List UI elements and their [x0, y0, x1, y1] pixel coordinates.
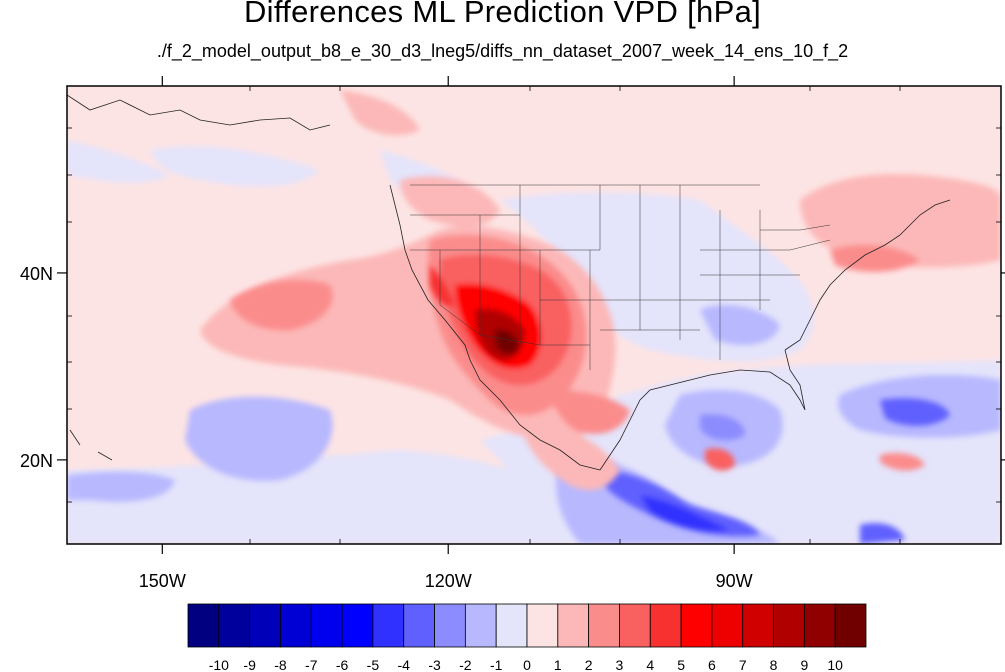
colorbar-label: 7 — [739, 657, 747, 672]
colorbar-swatch — [773, 603, 805, 648]
colorbar-label: -1 — [490, 657, 503, 672]
lon-label: 120W — [425, 571, 472, 591]
colorbar-swatch — [557, 603, 590, 648]
colorbar-label: -9 — [243, 657, 256, 672]
colorbar-swatch — [834, 603, 867, 648]
colorbar-swatch — [619, 603, 651, 648]
colorbar-label: 3 — [616, 657, 624, 672]
colorbar-label: 6 — [708, 657, 716, 672]
colorbar-label: -4 — [398, 657, 411, 672]
colorbar-label: 1 — [554, 657, 562, 672]
colorbar-label: -7 — [305, 657, 318, 672]
lat-label: 40N — [20, 264, 53, 284]
colorbar-swatch — [649, 603, 682, 648]
colorbar-label: -10 — [209, 657, 229, 672]
colorbar-swatch — [372, 603, 405, 648]
map-subtitle: ./f_2_model_output_b8_e_30_d3_lneg5/diff… — [156, 41, 849, 61]
colorbar-swatch — [711, 603, 744, 648]
colorbar-label: -3 — [428, 657, 441, 672]
inner-ticks — [67, 86, 1001, 544]
colorbar-swatch — [249, 603, 281, 648]
colorbar-swatch — [280, 603, 312, 648]
lon-label: 90W — [716, 571, 753, 591]
colorbar-swatch — [310, 603, 343, 648]
colorbar-label: -2 — [459, 657, 472, 672]
colorbar-label: 4 — [646, 657, 654, 672]
map-frame — [66, 85, 1002, 545]
axis-labels: 40N 20N 150W 120W 90W — [20, 76, 1005, 591]
negative-field-strong — [600, 398, 950, 544]
colorbar-label: 8 — [770, 657, 778, 672]
colorbar-label: -6 — [336, 657, 349, 672]
map-plot-area — [67, 86, 1001, 544]
state-borders — [410, 184, 831, 370]
colorbar-label: 9 — [800, 657, 808, 672]
colorbar-label: -8 — [274, 657, 287, 672]
coastlines — [67, 94, 951, 471]
colorbar-label: 0 — [523, 657, 531, 672]
colorbar-label: -5 — [367, 657, 380, 672]
colorbar-swatch — [403, 603, 435, 648]
colorbar-swatch — [803, 603, 836, 648]
colorbar-label: 2 — [585, 657, 593, 672]
colorbar-swatch — [495, 603, 528, 648]
colorbar-swatch — [680, 603, 713, 648]
lon-label: 150W — [139, 571, 186, 591]
map-title: Differences ML Prediction VPD [hPa] — [243, 0, 762, 29]
lat-label: 20N — [20, 451, 53, 471]
colorbar-swatch — [526, 603, 559, 648]
colorbar-swatch — [742, 603, 774, 648]
colorbar: -10 -9 -8 -7 -6 -5 -4 -3 -2 -1 0 1 2 3 4 5 6 7 8 9 10 — [187, 603, 867, 672]
colorbar-swatch — [341, 603, 374, 648]
colorbar-label: 10 — [827, 657, 843, 672]
colorbar-label: 5 — [677, 657, 685, 672]
colorbar-swatch — [588, 603, 620, 648]
colorbar-swatch — [218, 603, 251, 648]
colorbar-swatch — [434, 603, 466, 648]
positive-field-strong — [430, 254, 572, 385]
colorbar-swatch — [187, 603, 220, 648]
colorbar-swatch — [464, 603, 497, 648]
